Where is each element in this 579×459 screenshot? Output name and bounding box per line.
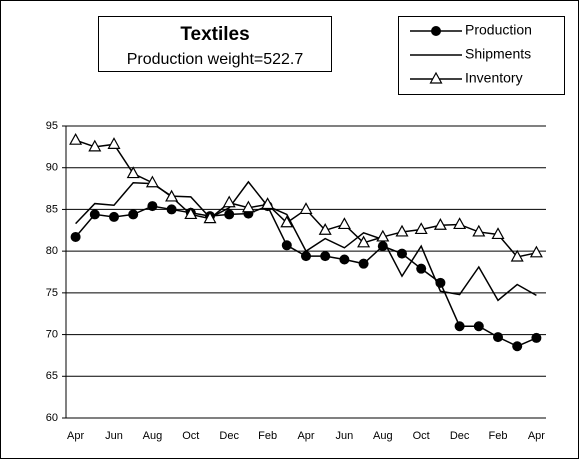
chart-title: Textiles [180, 24, 249, 45]
point [376, 229, 390, 242]
point [493, 332, 503, 343]
y-tick-label: 85 [46, 203, 58, 215]
x-tick-label: Feb [489, 430, 508, 442]
point [529, 245, 543, 258]
point [433, 218, 447, 230]
point [224, 209, 235, 220]
point [241, 200, 255, 213]
point [203, 211, 217, 224]
point [358, 258, 369, 269]
point [339, 254, 350, 265]
x-tick-label: Apr [297, 430, 314, 442]
y-tick-label: 70 [46, 328, 58, 340]
legend-label: Production [465, 22, 532, 38]
point [89, 209, 100, 220]
point [88, 139, 102, 152]
point [512, 341, 523, 352]
point [147, 201, 158, 212]
point [454, 321, 465, 332]
x-tick-label: Aug [373, 430, 393, 442]
x-tick-label: Feb [258, 430, 277, 442]
point [531, 332, 542, 343]
y-tick-label: 65 [46, 370, 58, 382]
point [320, 251, 331, 262]
x-tick-label: Apr [67, 430, 84, 442]
point [337, 217, 351, 230]
point [473, 321, 484, 332]
x-tick-label: Jun [336, 430, 354, 442]
y-tick-label: 60 [46, 412, 58, 424]
point [145, 175, 159, 188]
point [472, 224, 486, 237]
point [414, 222, 428, 235]
point [261, 197, 275, 210]
point [397, 248, 407, 259]
point [299, 202, 313, 215]
point [357, 235, 371, 248]
point [416, 263, 427, 274]
point [222, 195, 236, 208]
point [318, 223, 332, 235]
y-tick-label: 75 [46, 287, 58, 299]
legend-label: Inventory [465, 70, 523, 86]
point [184, 207, 198, 220]
point [70, 231, 81, 242]
point [301, 251, 311, 262]
point [107, 137, 121, 149]
point [395, 224, 409, 237]
point [431, 26, 441, 36]
point [281, 240, 292, 251]
point [453, 217, 467, 230]
point [128, 209, 139, 220]
x-tick-label: Dec [219, 430, 239, 442]
x-tick-label: Apr [528, 430, 545, 442]
point [510, 249, 524, 262]
x-tick-label: Oct [182, 430, 199, 442]
y-tick-label: 90 [46, 162, 58, 174]
point [429, 71, 443, 84]
point [166, 204, 177, 215]
point [69, 132, 83, 145]
x-tick-label: Jun [105, 430, 123, 442]
y-tick-label: 95 [46, 120, 58, 132]
point [126, 166, 140, 179]
y-tick-label: 80 [46, 245, 58, 257]
point [165, 189, 179, 202]
title-box [98, 16, 332, 72]
point [109, 211, 119, 222]
x-tick-label: Oct [413, 430, 430, 442]
x-tick-label: Aug [143, 430, 163, 442]
point [280, 215, 294, 228]
x-tick-label: Dec [450, 430, 470, 442]
chart-subtitle: Production weight=522.7 [127, 51, 304, 68]
legend-label: Shipments [465, 46, 531, 62]
point [491, 227, 505, 240]
